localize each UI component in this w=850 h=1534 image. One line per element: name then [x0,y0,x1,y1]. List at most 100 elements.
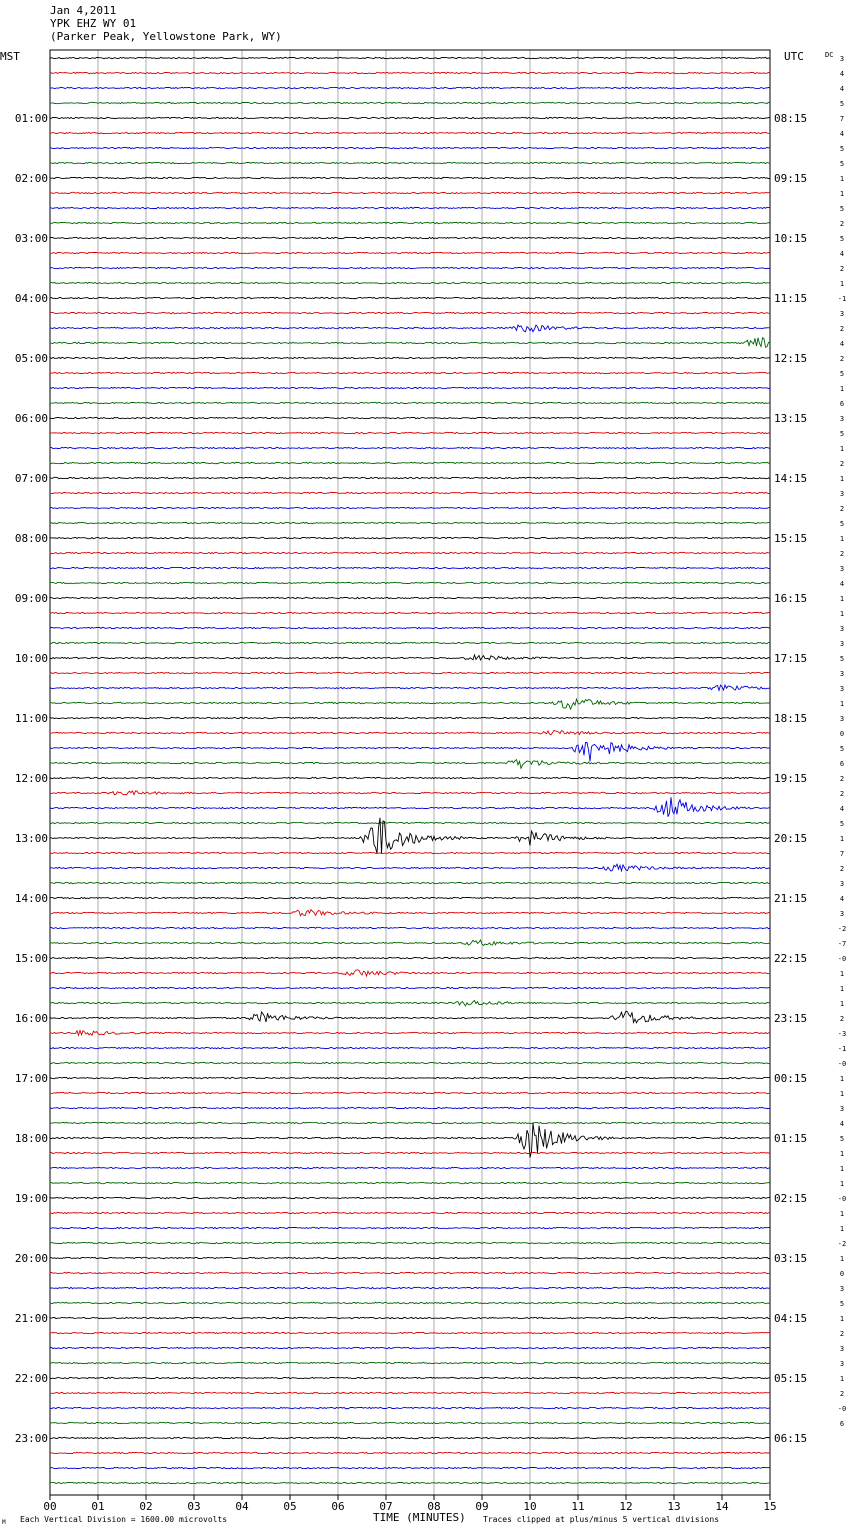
dc-offset-label: 3 [840,1105,844,1113]
right-hour-label: 05:15 [774,1372,807,1385]
trace-line [49,356,771,360]
dc-offset-label: 0 [840,730,844,738]
trace-line [49,296,771,300]
dc-offset-label: 0 [840,1270,844,1278]
left-timezone-label: MST [0,50,20,63]
dc-offset-label: 3 [840,1345,844,1353]
trace-line [49,1376,771,1380]
dc-offset-label: 3 [840,490,844,498]
trace-line [49,236,771,240]
dc-offset-label: 2 [840,505,844,513]
trace-line [49,653,771,662]
dc-offset-label: 1 [840,835,844,843]
right-hour-label: 03:15 [774,1252,807,1265]
x-tick-label: 09 [475,1500,488,1513]
trace-line [49,206,770,210]
trace-line [49,1256,771,1260]
left-hour-label: 21:00 [15,1312,48,1325]
trace-line [49,431,771,435]
dc-offset-label: 3 [840,715,844,723]
left-hour-label: 14:00 [15,892,48,905]
x-tick-label: 03 [187,1500,200,1513]
trace-line [49,758,771,770]
left-hour-label: 08:00 [15,532,48,545]
trace-line [49,1181,771,1185]
left-hour-label: 04:00 [15,292,48,305]
trace-line [49,251,771,255]
dc-offset-label: 1 [840,610,844,618]
dc-offset-label: 2 [840,1390,844,1398]
right-hour-label: 15:15 [774,532,807,545]
trace-line [49,131,771,135]
dc-offset-label: 6 [840,760,844,768]
trace-line [49,1106,771,1110]
x-tick-label: 15 [763,1500,776,1513]
dc-offset-label: -3 [838,1030,846,1038]
left-hour-label: 17:00 [15,1072,48,1085]
trace-line [49,1196,771,1200]
left-hour-label: 07:00 [15,472,48,485]
trace-line [49,986,771,990]
dc-offset-label: 4 [840,130,844,138]
trace-line [49,56,771,60]
x-tick-label: 07 [379,1500,392,1513]
trace-line [49,1286,771,1290]
x-axis-title: TIME (MINUTES) [373,1511,466,1524]
dc-offset-label: 1 [840,1075,844,1083]
dc-offset-label: -1 [838,295,846,303]
trace-line [49,281,771,285]
trace-line [49,337,771,348]
dc-offset-label: 3 [840,1360,844,1368]
left-hour-label: 10:00 [15,652,48,665]
dc-offset-label: 2 [840,220,844,228]
dc-offset-label: 1 [840,1375,844,1383]
trace-line [49,476,771,480]
dc-offset-label: 1 [840,535,844,543]
dc-offset-label: 4 [840,250,844,258]
left-hour-label: 20:00 [15,1252,48,1265]
footer-mark: M [2,1519,6,1526]
trace-line [49,386,771,390]
dc-offset-label: -7 [838,940,846,948]
dc-offset-label: 3 [840,1285,844,1293]
dc-offset-label: 1 [840,970,844,978]
dc-offset-label: 2 [840,790,844,798]
dc-offset-label: 2 [840,460,844,468]
trace-line [49,266,771,270]
trace-line [49,1451,771,1455]
left-hour-label: 06:00 [15,412,48,425]
x-tick-label: 11 [571,1500,584,1513]
left-hour-label: 18:00 [15,1132,48,1145]
dc-offset-label: 1 [840,700,844,708]
trace-line [49,611,771,615]
trace-line [49,86,771,90]
trace-line [49,1226,771,1230]
dc-offset-label: 5 [840,160,844,168]
dc-offset-label: 5 [840,820,844,828]
trace-line [49,671,770,675]
trace-line [49,908,771,917]
left-hour-label: 09:00 [15,592,48,605]
dc-offset-label: 1 [840,1165,844,1173]
trace-line [49,729,771,736]
x-tick-label: 10 [523,1500,536,1513]
dc-offset-label: 5 [840,235,844,243]
dc-offset-label: -2 [838,925,846,933]
dc-offset-label: -1 [838,1045,846,1053]
trace-line [49,776,771,780]
dc-offset-label: -2 [838,1240,846,1248]
trace-line [49,161,771,165]
dc-offset-label: 4 [840,85,844,93]
right-hour-label: 10:15 [774,232,807,245]
trace-line [49,401,771,405]
trace-line [49,1046,771,1050]
left-hour-label: 23:00 [15,1432,48,1445]
station-label: YPK EHZ WY 01 [50,17,137,30]
trace-line [49,1361,771,1365]
left-hour-label: 05:00 [15,352,48,365]
trace-line [49,1421,771,1425]
dc-offset-label: 1 [840,190,844,198]
dc-offset-label: 5 [840,370,844,378]
dc-offset-label: 1 [840,1210,844,1218]
x-tick-label: 12 [619,1500,632,1513]
